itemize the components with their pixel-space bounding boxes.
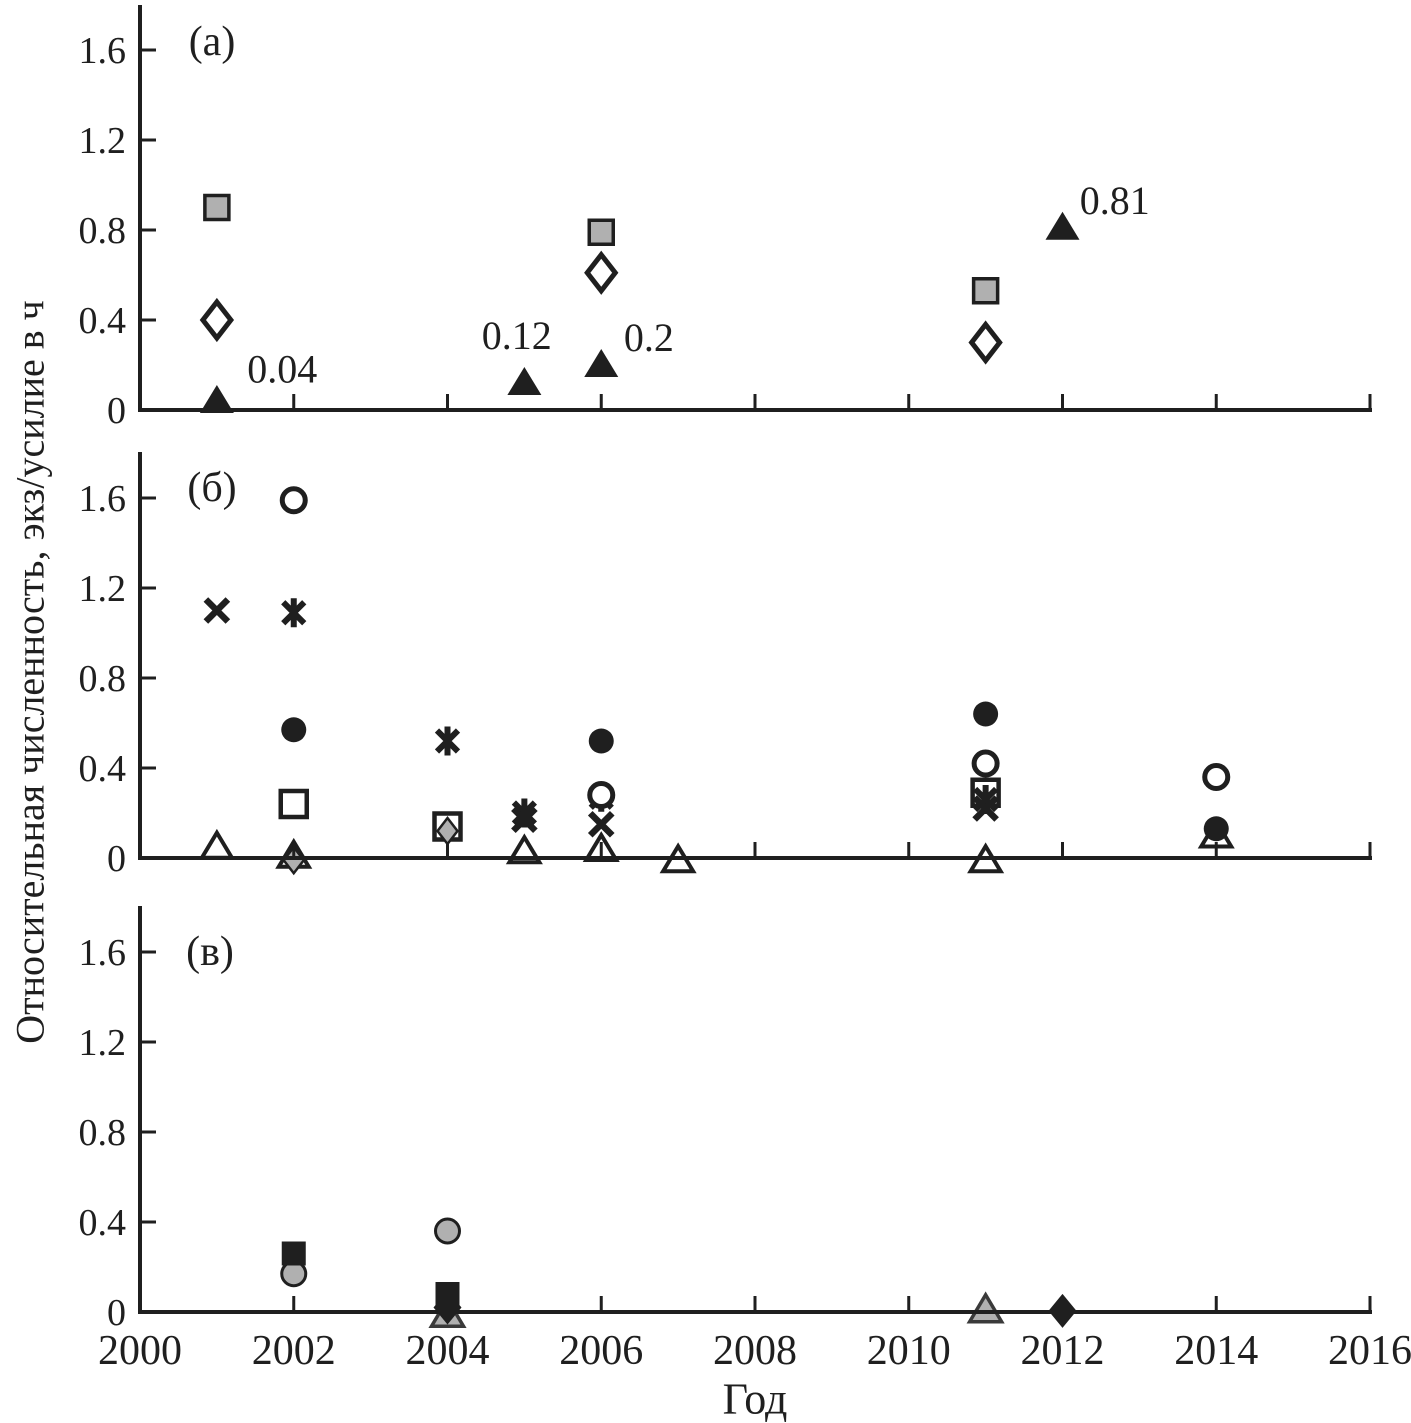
panel-c-label: (в) xyxy=(186,929,234,975)
panel-b-label: (б) xyxy=(187,465,237,511)
y-tick-label: 0 xyxy=(107,838,126,880)
x-tick-label: 2014 xyxy=(1174,1328,1258,1374)
y-tick-label: 1.2 xyxy=(79,568,127,610)
marker-open-circle xyxy=(1202,763,1231,791)
marker-open-diamond xyxy=(584,250,619,295)
panel-b-points xyxy=(198,486,1235,876)
y-tick-label: 0.8 xyxy=(79,658,127,700)
x-tick-label: 2012 xyxy=(1021,1328,1105,1374)
marker-gray-circle xyxy=(434,1217,461,1245)
marker-filled-triangle xyxy=(584,349,619,377)
x-tick-label: 2010 xyxy=(867,1328,951,1374)
marker-x-mark xyxy=(587,810,615,838)
marker-gray-square xyxy=(203,193,231,222)
y-tick-label: 0.4 xyxy=(79,1202,127,1244)
marker-asterisk xyxy=(281,598,307,628)
y-tick-label: 1.2 xyxy=(79,120,127,162)
marker-open-square xyxy=(278,788,309,820)
marker-open-circle xyxy=(971,749,1000,778)
marker-open-circle xyxy=(587,781,616,809)
marker-gray-square xyxy=(971,277,1000,305)
marker-filled-square xyxy=(281,1241,306,1266)
marker-x-mark xyxy=(203,597,231,624)
marker-filled-triangle xyxy=(199,385,234,413)
panel-b-axes: 0 0.4 0.8 1.2 1.6 xyxy=(79,452,1372,880)
marker-asterisk xyxy=(434,726,461,756)
marker-gray-diamond xyxy=(282,845,306,876)
x-axis-title: Год xyxy=(722,1374,788,1423)
marker-open-diamond xyxy=(199,297,235,343)
annotation-label: 0.12 xyxy=(482,313,552,358)
marker-filled-circle xyxy=(281,717,307,743)
marker-x-mark xyxy=(511,806,538,834)
annotation-label: 0.81 xyxy=(1080,178,1150,223)
y-tick-label: 0 xyxy=(107,390,126,432)
x-tick-label: 2004 xyxy=(406,1328,490,1374)
x-tick-label: 2002 xyxy=(252,1328,336,1374)
panel-c-axes: 0 0.4 0.8 1.2 1.6 2000 2002 2004 2006 2008 2010 201… xyxy=(79,906,1411,1374)
marker-filled-circle xyxy=(973,701,999,727)
y-tick-label: 0.8 xyxy=(79,1112,127,1154)
y-tick-label: 0 xyxy=(107,1292,126,1334)
marker-gray-square xyxy=(587,218,615,246)
x-tick-label: 2016 xyxy=(1328,1328,1411,1374)
x-tick-label: 2008 xyxy=(713,1328,797,1374)
annotation-label: 0.04 xyxy=(247,347,317,392)
y-tick-label: 1.2 xyxy=(79,1022,127,1064)
panel-a-axes: 0 0.4 0.8 1.2 1.6 xyxy=(79,5,1372,432)
marker-open-diamond xyxy=(968,320,1003,365)
x-tick-label: 2000 xyxy=(98,1328,182,1374)
marker-x-mark xyxy=(972,795,999,822)
marker-filled-triangle xyxy=(1045,211,1080,240)
marker-filled-circle xyxy=(588,728,614,754)
marker-filled-circle xyxy=(1203,816,1229,842)
y-tick-label: 0.4 xyxy=(79,748,127,790)
marker-open-circle xyxy=(279,486,308,515)
x-tick-label: 2006 xyxy=(559,1328,643,1374)
y-tick-label: 1.6 xyxy=(79,478,127,520)
marker-filled-triangle xyxy=(507,367,542,395)
marker-open-triangle xyxy=(198,828,236,860)
y-tick-label: 1.6 xyxy=(79,30,127,72)
y-tick-label: 1.6 xyxy=(79,932,127,974)
y-tick-label: 0.4 xyxy=(79,300,127,342)
y-axis-title: Относительная численность, экз/усилие в … xyxy=(7,300,53,1044)
annotation-label: 0.2 xyxy=(624,315,674,360)
panel-a-label: (а) xyxy=(188,19,236,65)
y-tick-label: 0.8 xyxy=(79,210,127,252)
panel-a-points xyxy=(199,193,1080,413)
marker-gray-triangle xyxy=(966,1291,1005,1324)
